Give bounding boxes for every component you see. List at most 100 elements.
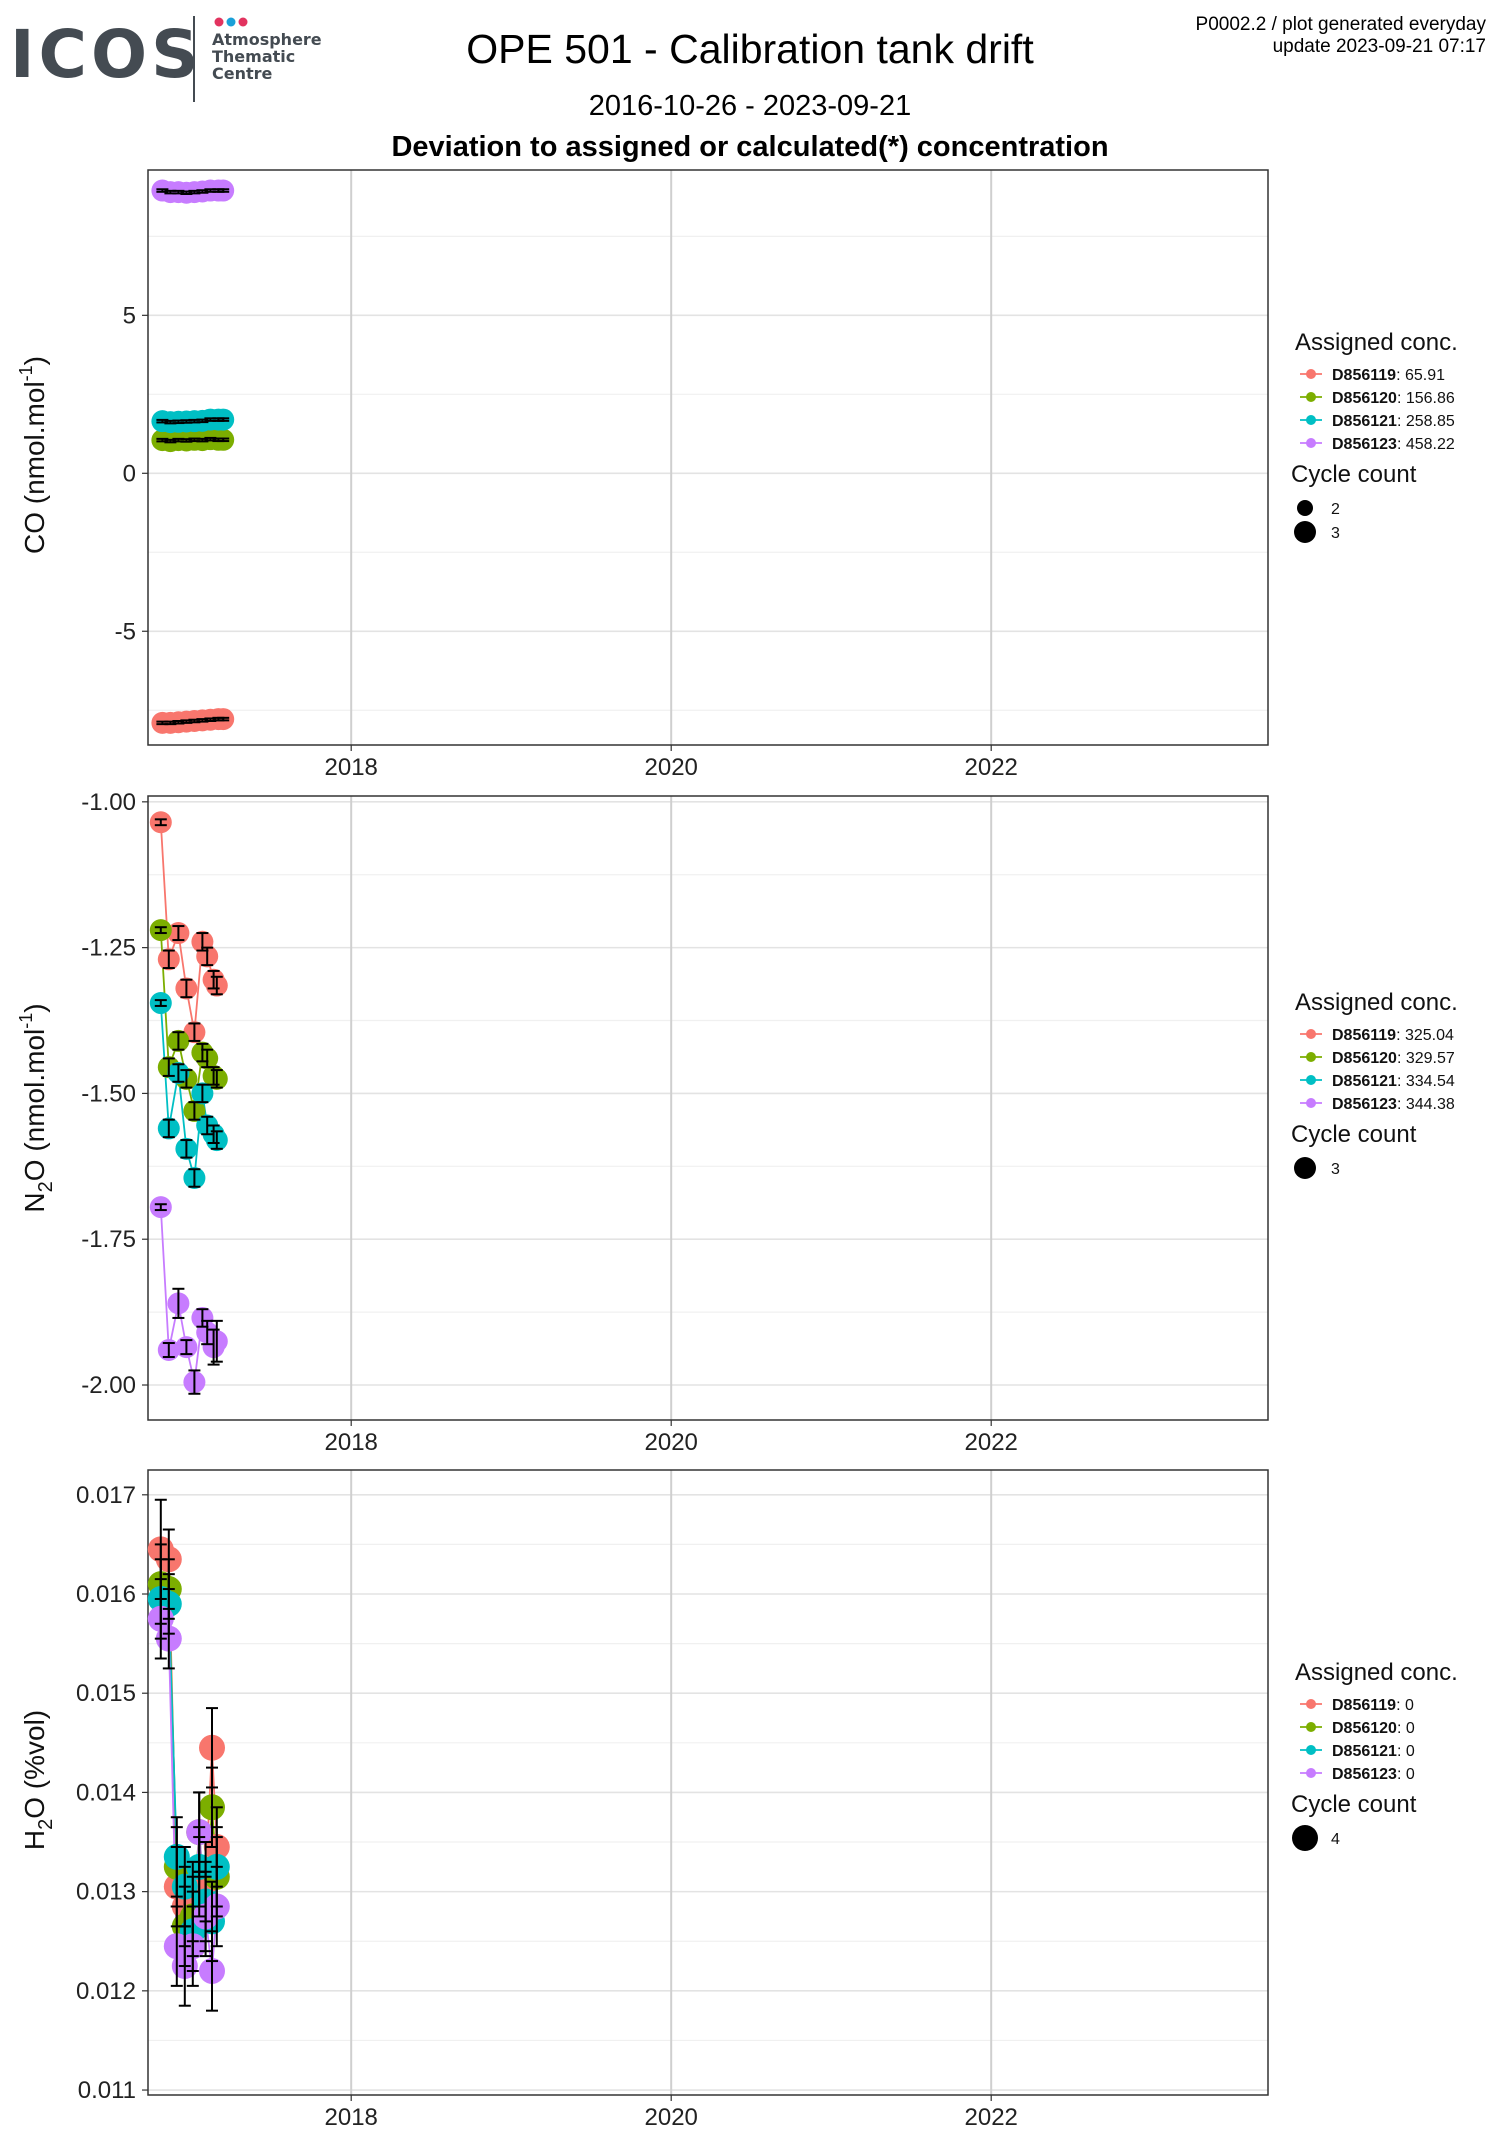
legend-size-title: Cycle count <box>1291 1791 1417 1818</box>
data-point <box>149 1196 172 1219</box>
data-point <box>149 919 172 942</box>
data-point <box>192 1903 219 1930</box>
legend-entry-value: : 344.38 <box>1397 1096 1455 1113</box>
data-point <box>159 430 182 453</box>
data-point <box>179 1888 206 1915</box>
data-point <box>159 411 182 434</box>
data-point <box>191 429 214 452</box>
legend-entry-value: : 258.85 <box>1397 413 1455 430</box>
data-point <box>175 1067 198 1090</box>
legend-entry-id: D856123 <box>1332 1096 1397 1113</box>
legend-entry-value: : 0 <box>1397 1720 1415 1737</box>
legend-entry-id: D856119 <box>1332 1027 1396 1044</box>
series-line <box>162 418 224 424</box>
series-line <box>159 1002 218 1179</box>
data-point <box>196 1114 219 1137</box>
logo-sub-line: Centre <box>212 64 273 83</box>
data-point <box>167 711 190 734</box>
x-tick-label: 2018 <box>325 1429 378 1456</box>
data-point <box>203 1833 230 1860</box>
data-point <box>199 1794 225 1821</box>
legend-entry: D856121: 258.85 <box>1332 413 1455 430</box>
series-line <box>162 189 224 194</box>
data-point <box>183 1166 206 1189</box>
data-point <box>183 410 206 433</box>
y-tick-label: -1.50 <box>81 1080 136 1107</box>
data-point <box>203 1893 230 1920</box>
legend-size-key <box>1292 1825 1318 1851</box>
legend-entry-id: D856123 <box>1332 436 1397 453</box>
data-point <box>191 1306 214 1329</box>
data-point <box>175 410 198 433</box>
data-point <box>163 1873 190 1900</box>
y-axis-label-part: O (nmol.mol <box>19 1029 50 1181</box>
data-point <box>155 1590 182 1617</box>
y-tick-label: 5 <box>123 302 136 329</box>
data-point <box>151 429 174 452</box>
data-point <box>163 1933 190 1960</box>
legend-size-title: Cycle count <box>1291 461 1417 488</box>
data-point <box>207 408 230 431</box>
data-point <box>155 1625 182 1652</box>
legend-title: Assigned conc. <box>1295 1659 1458 1686</box>
legend-key-point <box>1306 438 1316 448</box>
logo-divider <box>193 16 195 102</box>
y-tick-label: 0.012 <box>76 1978 136 2005</box>
y-axis-label-part: ) <box>19 356 50 365</box>
data-point <box>159 181 182 204</box>
series-line <box>159 1207 218 1383</box>
data-point <box>157 948 180 971</box>
data-point <box>212 708 235 731</box>
data-point <box>199 1908 225 1935</box>
panel-border <box>147 1469 1269 2096</box>
legend-entry-id: D856120 <box>1332 1050 1397 1067</box>
data-point <box>155 1546 182 1573</box>
data-point <box>199 708 222 731</box>
x-tick-label: 2022 <box>965 754 1018 781</box>
data-point <box>196 945 219 968</box>
legend-title: Assigned conc. <box>1295 329 1458 356</box>
legend-key-point <box>1306 1029 1316 1039</box>
data-point <box>149 811 172 834</box>
y-tick-label: -1.00 <box>81 789 136 816</box>
legend-key-point <box>1306 1075 1316 1085</box>
x-tick-label: 2020 <box>645 754 698 781</box>
y-tick-label: -1.25 <box>81 935 136 962</box>
data-point <box>199 428 222 451</box>
legend-key-point <box>1306 1098 1316 1108</box>
y-tick-label: 0 <box>123 460 136 487</box>
y-tick-label: 0.016 <box>76 1581 136 1608</box>
legend-size-key <box>1294 521 1316 543</box>
series-line <box>159 822 218 1033</box>
legend-entry-id: D856123 <box>1332 1766 1397 1783</box>
legend-entry: D856121: 334.54 <box>1332 1073 1455 1090</box>
legend-size-label: 3 <box>1331 525 1340 542</box>
data-point <box>183 181 206 204</box>
data-point <box>202 968 225 991</box>
y-axis-label-part: 2 <box>35 1181 57 1192</box>
legend-entry-id: D856121 <box>1332 1073 1397 1090</box>
data-point <box>202 1336 225 1359</box>
panel-border <box>147 795 1269 1421</box>
plot-meta: P0002.2 / plot generated everyday update… <box>1196 14 1486 58</box>
data-point <box>149 992 172 1015</box>
legend-key-point <box>1306 1722 1316 1732</box>
y-axis-label-part: ) <box>19 1003 50 1012</box>
data-point <box>186 1853 213 1880</box>
data-point <box>202 1064 225 1087</box>
data-point <box>212 428 235 451</box>
y-tick-label: 0.015 <box>76 1680 136 1707</box>
y-axis-label-part: -1 <box>16 1013 36 1029</box>
legend-key-point <box>1306 1745 1316 1755</box>
data-point <box>192 1868 219 1895</box>
data-point <box>183 1371 206 1394</box>
legend-entry-value: : 329.57 <box>1397 1050 1455 1067</box>
data-point <box>203 1853 230 1880</box>
series-line <box>160 1598 218 1932</box>
data-point <box>191 709 214 732</box>
data-point <box>151 179 174 202</box>
data-point <box>205 1129 228 1152</box>
legend-entry: D856120: 329.57 <box>1332 1050 1455 1067</box>
legend-size-key <box>1294 1157 1316 1179</box>
page-title: OPE 501 - Calibration tank drift <box>0 26 1500 73</box>
